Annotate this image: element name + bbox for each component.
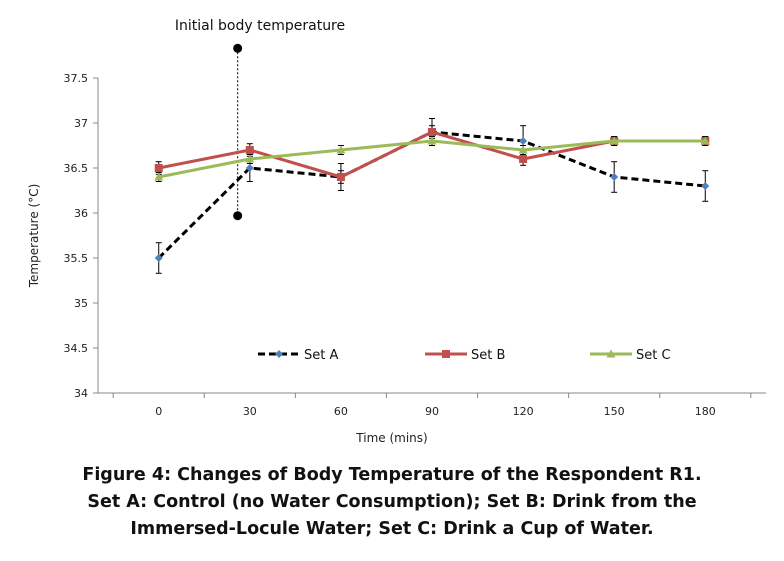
data-point — [245, 154, 255, 163]
series-layer — [154, 118, 710, 274]
data-point — [519, 137, 528, 145]
legend-item: Set B — [425, 348, 505, 363]
legend-marker — [606, 349, 616, 358]
data-point — [518, 145, 528, 154]
caption-line-1: Figure 4: Changes of Body Temperature of… — [82, 465, 702, 485]
y-tick-label: 36.5 — [64, 162, 89, 175]
y-tick-label: 35 — [74, 297, 88, 310]
figure-caption: Figure 4: Changes of Body Temperature of… — [0, 462, 784, 543]
data-point — [701, 182, 710, 190]
legend-label: Set B — [471, 348, 505, 363]
data-point — [427, 136, 437, 145]
data-point — [245, 146, 254, 154]
annotation-dot-top — [233, 43, 243, 53]
data-point — [336, 173, 345, 181]
series-set-c — [154, 136, 710, 182]
data-point — [245, 164, 254, 172]
caption-line-2: Set A: Control (no Water Consumption); S… — [87, 492, 697, 512]
data-point — [428, 128, 436, 136]
data-point — [610, 173, 619, 181]
x-tick-label: 30 — [243, 405, 257, 418]
x-tick-label: 90 — [425, 405, 439, 418]
y-tick-label: 35.5 — [64, 252, 89, 265]
annotation: Initial body temperature — [175, 18, 345, 221]
annotation-dot-bottom — [233, 211, 243, 221]
legend-item: Set A — [258, 348, 338, 363]
data-point — [609, 136, 619, 145]
series-line — [158, 139, 706, 179]
x-tick-label: 120 — [513, 405, 534, 418]
x-axis-title: Time (mins) — [355, 431, 427, 445]
data-point — [154, 172, 164, 181]
legend-marker — [275, 350, 283, 358]
legend-marker — [442, 350, 450, 358]
legend-label: Set C — [636, 348, 671, 363]
data-point — [700, 136, 710, 145]
data-point — [154, 254, 163, 262]
y-tick-label: 37 — [74, 117, 88, 130]
data-point — [336, 145, 346, 154]
x-tick-label: 150 — [604, 405, 625, 418]
caption-line-3: Immersed-Locule Water; Set C: Drink a Cu… — [130, 519, 654, 539]
x-tick-label: 180 — [695, 405, 716, 418]
chart: 34 34.5 35 35.5 36 36.5 37 37.5 0 30 60 90 120 150 180… — [27, 18, 766, 445]
y-tick-label: 36 — [74, 207, 88, 220]
data-point — [519, 155, 528, 163]
x-tick-label: 60 — [334, 405, 348, 418]
legend-item: Set C — [590, 348, 671, 363]
axes: 34 34.5 35 35.5 36 36.5 37 37.5 0 30 60 90 120 150 180… — [27, 72, 766, 445]
y-axis-title: Temperature (°C) — [27, 184, 41, 289]
x-tick-label: 0 — [155, 405, 162, 418]
y-tick-label: 34 — [74, 387, 88, 400]
series-set-b — [154, 125, 710, 184]
legend: Set A Set B Set C — [258, 348, 671, 363]
y-tick-label: 37.5 — [64, 72, 89, 85]
legend-label: Set A — [304, 348, 338, 363]
annotation-label: Initial body temperature — [175, 18, 345, 34]
data-point — [154, 164, 163, 172]
y-tick-label: 34.5 — [64, 342, 89, 355]
